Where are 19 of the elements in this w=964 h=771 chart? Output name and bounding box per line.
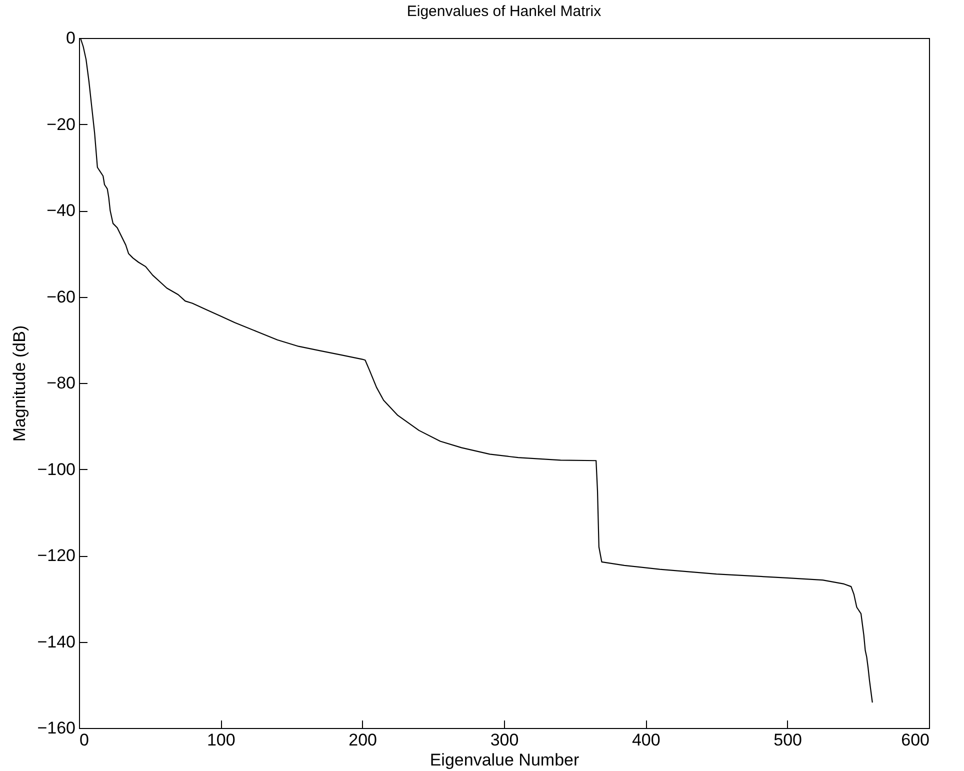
x-tick-label: 600 [901, 730, 930, 750]
y-tick-label: −120 [37, 546, 76, 565]
y-tick-label: 0 [66, 28, 76, 48]
y-tick-label: −60 [46, 287, 76, 306]
x-tick-label: 400 [632, 730, 660, 750]
x-tick-label: 200 [348, 730, 378, 750]
chart-title: Eigenvalues of Hankel Matrix [406, 3, 602, 20]
x-axis-title: Eigenvalue Number [430, 750, 580, 770]
x-tick-label: 100 [206, 730, 236, 750]
y-tick-label: −100 [37, 460, 76, 479]
y-tick-label: −40 [46, 201, 76, 220]
y-tick-label: −140 [37, 632, 76, 652]
x-tick-label: 300 [490, 730, 519, 750]
x-tick-label: 500 [774, 730, 802, 750]
y-tick-label: −160 [37, 718, 76, 738]
x-tick-label: 0 [80, 730, 89, 750]
y-axis-title: Magnitude (dB) [10, 325, 30, 442]
y-tick-label: −80 [46, 374, 76, 392]
y-tick-label: −20 [46, 114, 76, 134]
